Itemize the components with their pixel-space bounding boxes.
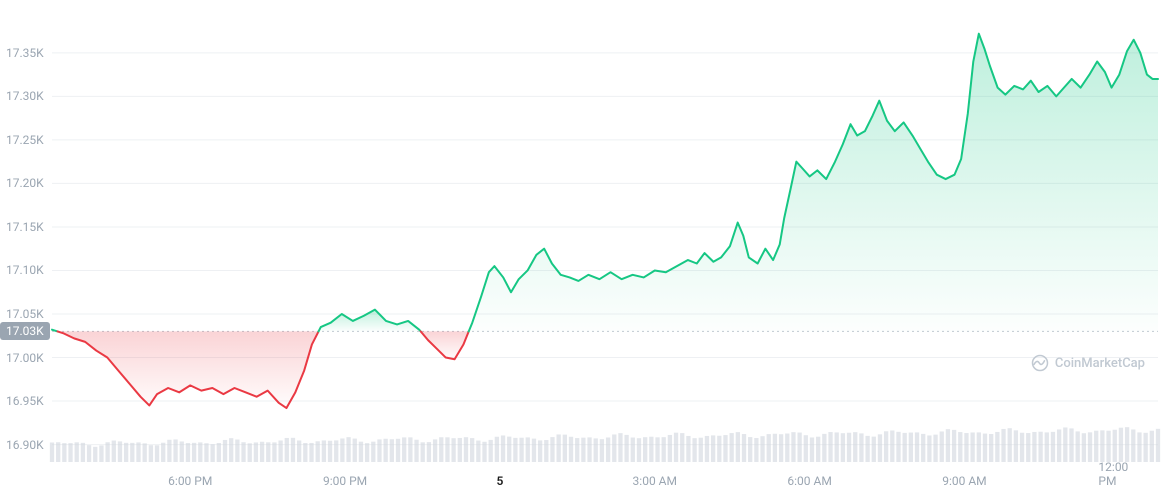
y-axis-tick-label: 17.05K — [6, 307, 44, 321]
x-axis-tick-label: 6:00 AM — [787, 474, 831, 488]
y-axis-tick-label: 17.35K — [6, 46, 44, 60]
x-axis-tick-label: 9:00 PM — [323, 474, 367, 488]
y-axis-tick-label: 16.90K — [6, 438, 44, 452]
x-axis-tick-label: 5 — [496, 474, 503, 488]
x-axis-tick-label: 3:00 AM — [633, 474, 677, 488]
y-axis-tick-label: 17.10K — [6, 263, 44, 277]
watermark: CoinMarketCap — [1031, 354, 1145, 372]
x-axis-tick-label: 12:00 PM — [1098, 460, 1140, 488]
y-axis-tick-label: 17.00K — [6, 351, 44, 365]
x-axis-tick-label: 6:00 PM — [168, 474, 212, 488]
baseline-value-badge: 17.03K — [0, 322, 50, 340]
y-axis-tick-label: 16.95K — [6, 394, 44, 408]
coinmarketcap-icon — [1031, 354, 1049, 372]
x-axis-tick-label: 9:00 AM — [942, 474, 986, 488]
chart-svg — [0, 0, 1161, 500]
price-chart[interactable]: 16.90K 16.95K 17.00K 17.05K 17.10K 17.15K 17.2… — [0, 0, 1161, 500]
y-axis-tick-label: 17.15K — [6, 220, 44, 234]
y-axis-tick-label: 17.25K — [6, 133, 44, 147]
y-axis-tick-label: 17.20K — [6, 176, 44, 190]
watermark-text: CoinMarketCap — [1055, 356, 1145, 371]
y-axis-tick-label: 17.30K — [6, 89, 44, 103]
